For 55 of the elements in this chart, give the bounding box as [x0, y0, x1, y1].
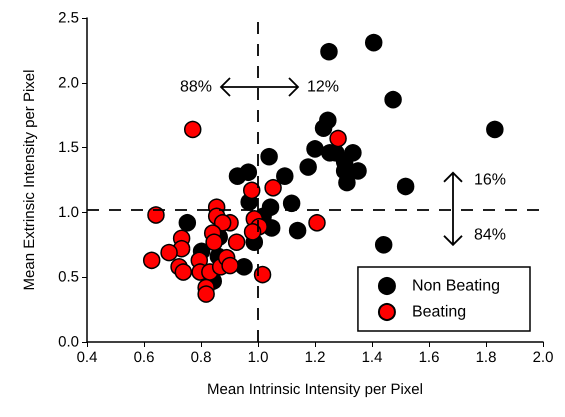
point [314, 119, 332, 137]
point [364, 34, 382, 52]
point [242, 182, 260, 200]
point [486, 120, 504, 138]
point [329, 130, 347, 148]
point [396, 178, 414, 196]
x-tick-label: 1.2 [304, 349, 326, 366]
point [205, 233, 223, 251]
x-tick-label: 0.4 [76, 349, 98, 366]
point [228, 233, 246, 251]
point [178, 214, 196, 232]
y-tick-label: 1.5 [58, 139, 79, 156]
point [306, 140, 324, 158]
x-tick-label: 0.8 [190, 349, 212, 366]
legend-label: Beating [412, 304, 466, 320]
x-tick-label: 1.4 [362, 349, 382, 366]
point [142, 252, 160, 270]
point [288, 222, 306, 240]
annotation: 12% [306, 78, 340, 96]
point [308, 214, 326, 232]
point [174, 263, 192, 281]
x-tick-label: 1.6 [418, 349, 440, 366]
point [160, 244, 178, 262]
point [299, 158, 317, 176]
point [214, 214, 232, 232]
point [240, 163, 258, 181]
y-tick-label: 2.0 [58, 74, 79, 92]
point [235, 258, 253, 276]
point [276, 167, 294, 185]
point [184, 120, 202, 138]
point [147, 206, 165, 224]
annotation: 84% [474, 226, 506, 244]
point [197, 285, 215, 303]
y-tick-label: 0.0 [58, 334, 79, 350]
point [320, 42, 338, 60]
point [221, 256, 239, 274]
point [384, 90, 402, 108]
annotation: 16% [474, 171, 506, 188]
point [374, 236, 392, 254]
x-tick-label: 1.0 [248, 349, 268, 366]
x-axis-title: Mean Intrinsic Intensity per Pixel [207, 381, 423, 398]
x-tick-label: 2.0 [532, 349, 554, 366]
y-axis-title: Mean Extrinsic Intensity per Pixel [21, 70, 38, 290]
point [282, 194, 300, 212]
point [254, 266, 272, 284]
point [244, 223, 262, 241]
point [264, 179, 282, 197]
x-tick-label: 1.8 [476, 349, 496, 366]
y-tick-label: 1.0 [58, 204, 79, 221]
legend-label: Non Beating [412, 278, 500, 294]
annotation: 88% [180, 78, 212, 96]
x-tick-label: 0.6 [134, 349, 154, 366]
y-tick-label: 2.5 [58, 10, 79, 26]
y-tick-label: 0.5 [58, 268, 79, 286]
point [260, 148, 278, 166]
